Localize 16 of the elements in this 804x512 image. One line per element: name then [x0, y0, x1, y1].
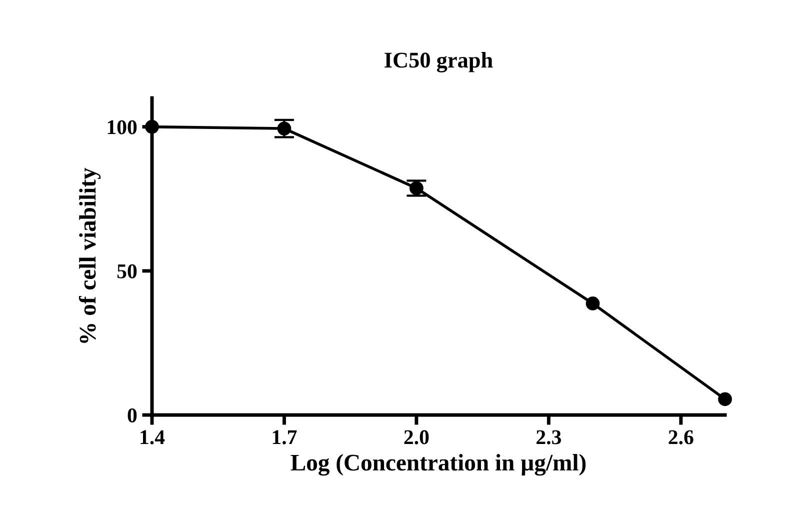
point [410, 181, 424, 196]
x-tick-label: 1.7 [272, 430, 297, 444]
x-axis-title: Log (Concentration in µg/ml) [290, 454, 586, 476]
y-tick-label: 50 [117, 264, 137, 278]
x-tick-label: 2.3 [536, 430, 561, 444]
point [145, 120, 159, 134]
y-axis-title: % of cell viability [78, 168, 101, 343]
y-tick-label: 100 [108, 120, 137, 134]
point [586, 296, 600, 310]
x-tick-label: 2.0 [404, 430, 429, 444]
point [277, 122, 292, 136]
x-tick-label: 2.6 [668, 430, 694, 444]
x-tick-label: 1.4 [140, 430, 165, 444]
point [718, 392, 732, 406]
chart-title: IC50 graph [384, 52, 493, 72]
y-tick-label: 0 [128, 408, 137, 422]
